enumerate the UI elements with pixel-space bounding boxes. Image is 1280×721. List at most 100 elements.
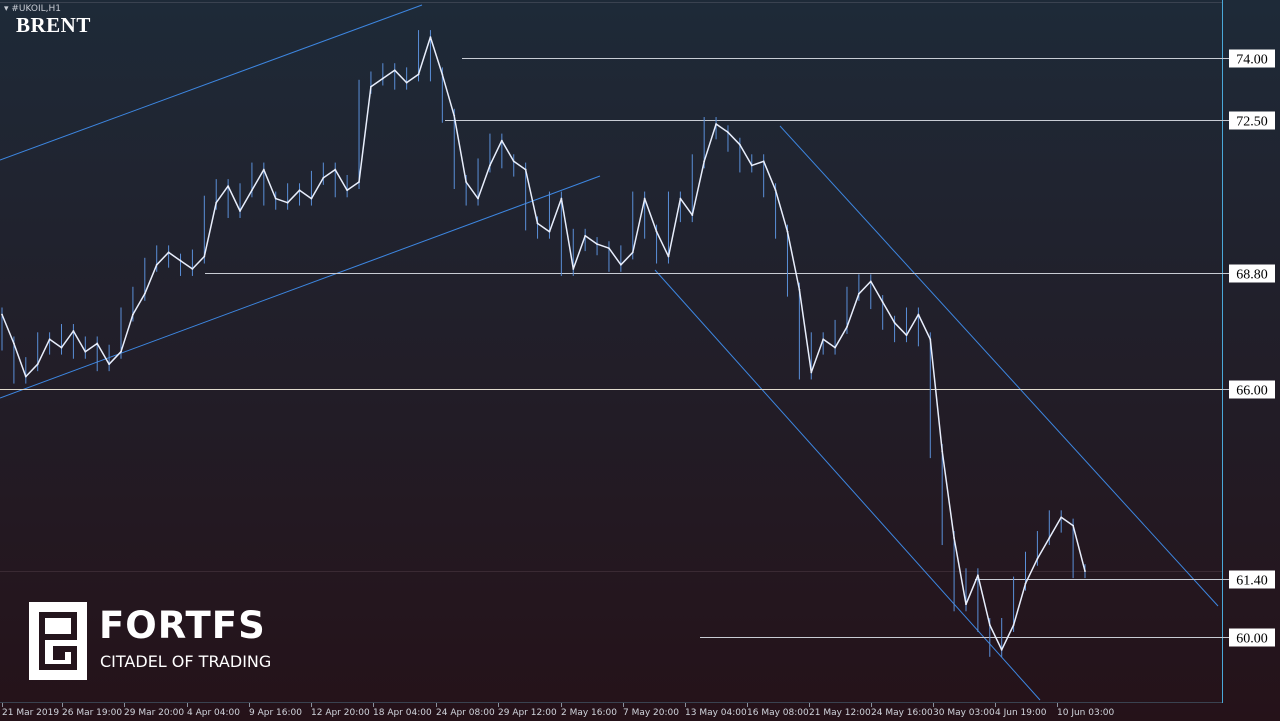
price-point — [155, 263, 158, 266]
price-label-box — [1229, 380, 1275, 399]
price-point — [965, 603, 967, 606]
price-point — [143, 292, 146, 295]
price-point — [370, 85, 372, 88]
price-point — [738, 143, 741, 146]
price-labels: 74.00 72.50 68.80 66.00 61.40 60.00 — [1222, 49, 1275, 647]
price-point — [1024, 582, 1027, 585]
price-point — [619, 263, 622, 266]
price-point — [822, 338, 825, 341]
price-point — [834, 346, 836, 349]
price-point — [13, 342, 15, 345]
price-point — [84, 350, 87, 353]
price-point — [1048, 537, 1051, 539]
price-point — [536, 222, 539, 225]
price-point — [286, 201, 289, 204]
price-point — [905, 334, 908, 337]
price-point — [24, 375, 27, 378]
price-point — [60, 346, 63, 349]
price-point — [667, 255, 670, 258]
x-tick-label: 21 Mar 2019 — [2, 708, 59, 718]
price-point — [381, 77, 384, 80]
price-point — [429, 36, 432, 38]
price-label-box — [1229, 628, 1275, 647]
price-point — [703, 160, 706, 163]
price-point — [453, 114, 456, 117]
price-point — [584, 234, 587, 237]
price-point — [477, 197, 479, 200]
price-label: 68.80 — [1236, 268, 1268, 283]
price-label: 60.00 — [1236, 632, 1268, 647]
price-label: 61.40 — [1236, 574, 1268, 589]
channel-line — [654, 269, 1041, 701]
price-point — [560, 197, 563, 200]
x-tick-label: 24 May 16:00 — [871, 708, 933, 718]
price-label-box — [1229, 49, 1275, 68]
price-point — [393, 69, 396, 72]
x-tick-label: 12 Apr 20:00 — [311, 708, 370, 718]
price-point — [441, 73, 444, 76]
x-tick-label: 24 Apr 08:00 — [436, 708, 495, 718]
price-point — [310, 197, 313, 200]
x-tick-label: 13 May 04:00 — [685, 708, 747, 718]
price-point — [227, 185, 230, 188]
price-point — [108, 363, 111, 366]
price-point — [988, 624, 991, 626]
price-point — [857, 292, 860, 295]
price-point — [976, 574, 979, 577]
price-point — [500, 139, 503, 142]
x-tick-label: 29 Mar 20:00 — [124, 708, 184, 718]
price-point — [489, 164, 491, 167]
price-point — [762, 160, 765, 163]
channel-line — [0, 175, 601, 399]
price-point — [274, 197, 277, 200]
price-point — [191, 268, 194, 270]
price-point — [631, 251, 634, 254]
price-label: 74.00 — [1236, 53, 1268, 68]
horizontal-levels — [0, 58, 1222, 638]
price-point — [417, 73, 420, 76]
price-point — [120, 350, 122, 353]
price-point — [1060, 516, 1063, 519]
price-point — [691, 214, 694, 217]
price-point — [810, 371, 813, 374]
price-point — [167, 251, 170, 254]
price-point — [881, 301, 884, 303]
x-tick-label: 29 Apr 12:00 — [498, 708, 557, 718]
price-label: 72.50 — [1236, 115, 1268, 130]
price-point — [596, 243, 598, 246]
price-point — [524, 168, 527, 171]
price-point — [405, 81, 408, 84]
price-point — [893, 321, 896, 324]
x-tick-label: 18 Apr 04:00 — [373, 708, 432, 718]
price-point — [917, 313, 920, 316]
price-point — [548, 230, 551, 233]
price-point — [132, 313, 134, 316]
price-point — [1000, 648, 1003, 651]
price-line — [1, 36, 1086, 651]
x-tick-label: 26 Mar 19:00 — [62, 708, 122, 718]
price-point — [1072, 524, 1074, 527]
price-point — [96, 342, 99, 345]
symbol-caption: ▾ #UKOIL,H1 — [4, 4, 62, 14]
price-point — [643, 197, 646, 200]
price-point — [203, 255, 206, 258]
price-point — [679, 197, 682, 200]
price-point — [715, 123, 717, 125]
fortfs-logo-icon — [29, 602, 87, 680]
x-tick-label: 9 Apr 16:00 — [249, 708, 302, 718]
x-tick-label: 30 May 03:00 — [933, 708, 995, 718]
price-point — [239, 210, 241, 212]
price-point — [941, 450, 944, 452]
price-point — [1, 313, 3, 316]
price-point — [48, 338, 51, 341]
channel-line — [0, 4, 423, 161]
time-axis: 21 Mar 2019 26 Mar 19:00 29 Mar 20:00 4 Apr… — [2, 703, 1114, 718]
price-point — [846, 326, 848, 328]
price-point — [298, 189, 301, 192]
price-label-box — [1229, 111, 1275, 130]
x-tick-label: 21 May 12:00 — [809, 708, 871, 718]
price-point — [1012, 624, 1015, 626]
price-point — [72, 330, 75, 332]
